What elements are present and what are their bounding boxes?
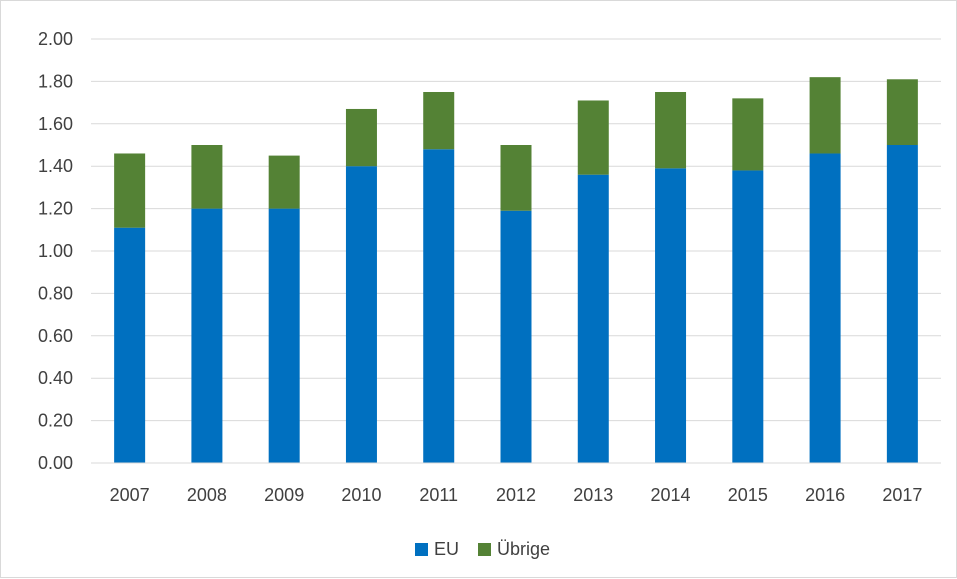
- bar-eu-2014: [655, 168, 687, 463]
- bar--brige-2012: [500, 145, 532, 211]
- x-tick-label: 2011: [419, 485, 458, 505]
- legend-swatch--brige: [478, 543, 491, 556]
- bar-eu-2008: [191, 208, 223, 463]
- x-tick-label: 2008: [187, 485, 227, 505]
- x-tick-label: 2016: [805, 485, 845, 505]
- y-tick-label: 0.20: [38, 411, 73, 431]
- bar--brige-2009: [268, 155, 300, 209]
- x-tick-label: 2009: [264, 485, 304, 505]
- x-tick-label: 2010: [341, 485, 381, 505]
- y-tick-label: 0.40: [38, 368, 73, 388]
- y-tick-label: 0.80: [38, 283, 73, 303]
- y-tick-label: 1.00: [38, 241, 73, 261]
- bar--brige-2013: [577, 100, 609, 175]
- legend-label: Übrige: [497, 539, 550, 559]
- x-tick-label: 2013: [573, 485, 613, 505]
- bar-eu-2015: [732, 170, 764, 463]
- y-tick-label: 1.80: [38, 71, 73, 91]
- x-tick-label: 2017: [882, 485, 922, 505]
- x-tick-label: 2007: [110, 485, 150, 505]
- x-tick-label: 2014: [651, 485, 691, 505]
- bar--brige-2014: [655, 92, 687, 169]
- bar-eu-2010: [345, 166, 377, 463]
- bar-eu-2016: [809, 153, 841, 464]
- x-axis-labels: 2007 2008 2009 2010 2011 2012 2013 2014 2015 2016…: [110, 485, 923, 505]
- y-tick-label: 1.40: [38, 156, 73, 176]
- legend-swatch-eu: [415, 543, 428, 556]
- bar-eu-2011: [423, 149, 455, 464]
- bar--brige-2015: [732, 98, 764, 171]
- y-tick-label: 0.60: [38, 326, 73, 346]
- bar-eu-2017: [886, 145, 918, 463]
- y-tick-label: 1.20: [38, 199, 73, 219]
- x-tick-label: 2015: [728, 485, 768, 505]
- y-tick-label: 2.00: [38, 29, 73, 49]
- bar--brige-2008: [191, 145, 223, 209]
- bar--brige-2011: [423, 92, 455, 150]
- bar-eu-2013: [577, 174, 609, 463]
- bar--brige-2007: [114, 153, 146, 228]
- bar--brige-2016: [809, 77, 841, 154]
- legend: EU Übrige: [415, 539, 550, 559]
- bars: [114, 77, 918, 464]
- bar-eu-2012: [500, 210, 532, 463]
- y-axis-labels: 0.00 0.20 0.40 0.60 0.80 1.00 1.20 1.40 1.60 1.80…: [38, 29, 73, 473]
- bar-eu-2009: [268, 208, 300, 463]
- y-tick-label: 0.00: [38, 453, 73, 473]
- x-tick-label: 2012: [496, 485, 536, 505]
- bar-eu-2007: [114, 227, 146, 463]
- legend-label: EU: [434, 539, 459, 559]
- bar--brige-2017: [886, 79, 918, 145]
- bar--brige-2010: [345, 108, 377, 167]
- y-tick-label: 1.60: [38, 114, 73, 134]
